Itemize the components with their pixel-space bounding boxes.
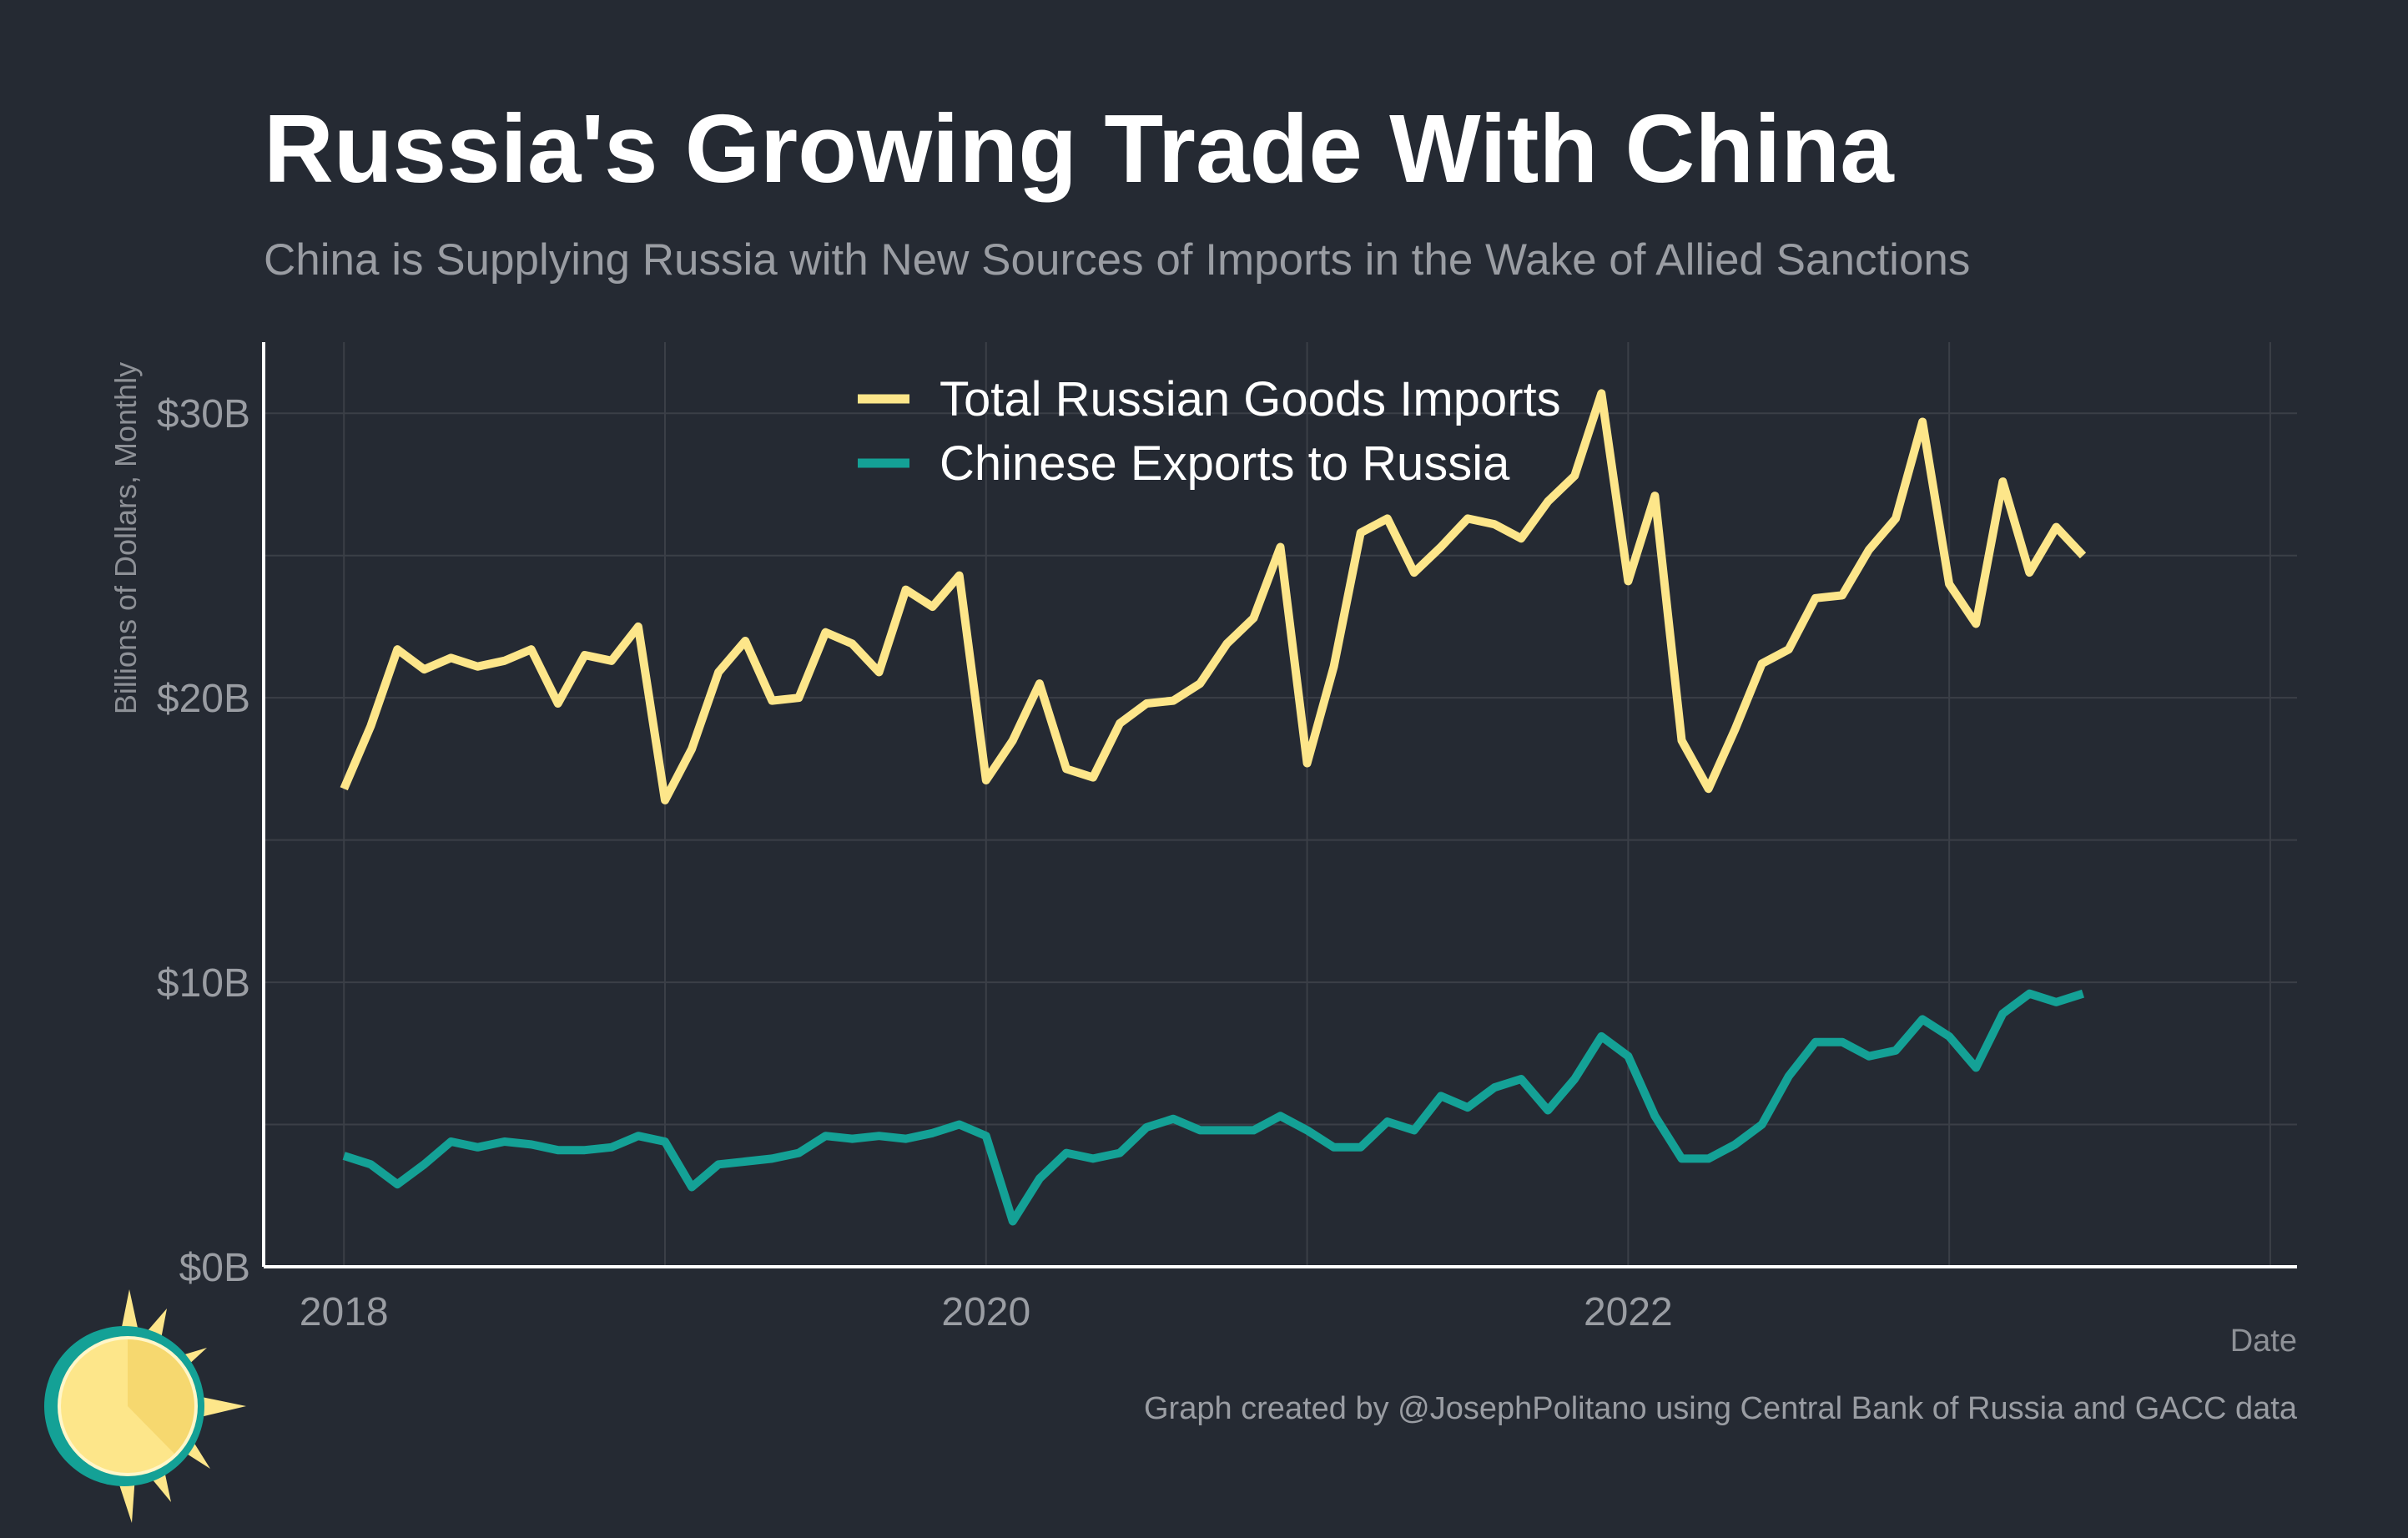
x-tick-label: 2022 [1584,1290,1673,1334]
y-axis-title: Billions of Dollars, Monthly [108,362,143,714]
y-tick-label: $20B [157,677,250,721]
sun-ray-icon [117,1475,135,1523]
legend: Total Russian Goods Imports Chinese Expor… [858,372,1561,491]
y-tick-label: $0B [179,1246,250,1290]
legend-label: Chinese Exports to Russia [940,436,1510,491]
legend-label: Total Russian Goods Imports [940,372,1561,426]
x-tick-label: 2018 [300,1290,389,1334]
y-tick-label: $10B [157,961,250,1006]
series-lines [340,389,2087,1226]
sun-ray-icon [194,1395,246,1419]
chart-subtitle: China is Supplying Russia with New Sourc… [264,235,1970,285]
source-caption: Graph created by @JosephPolitano using C… [1144,1391,2298,1426]
x-axis-title: Date [2230,1324,2297,1359]
sun-logo-icon [44,1289,246,1523]
series-line-0 [340,389,2087,804]
grid [264,342,2297,1267]
y-tick-label: $30B [157,392,250,436]
axes: $0B $10B $20B $30B 2018 2020 2022 [157,342,2297,1334]
series-line-1 [342,989,2085,1226]
chart-title: Russia's Growing Trade With China [264,94,1895,203]
sun-shade-icon [128,1339,194,1454]
x-tick-label: 2020 [941,1290,1030,1334]
